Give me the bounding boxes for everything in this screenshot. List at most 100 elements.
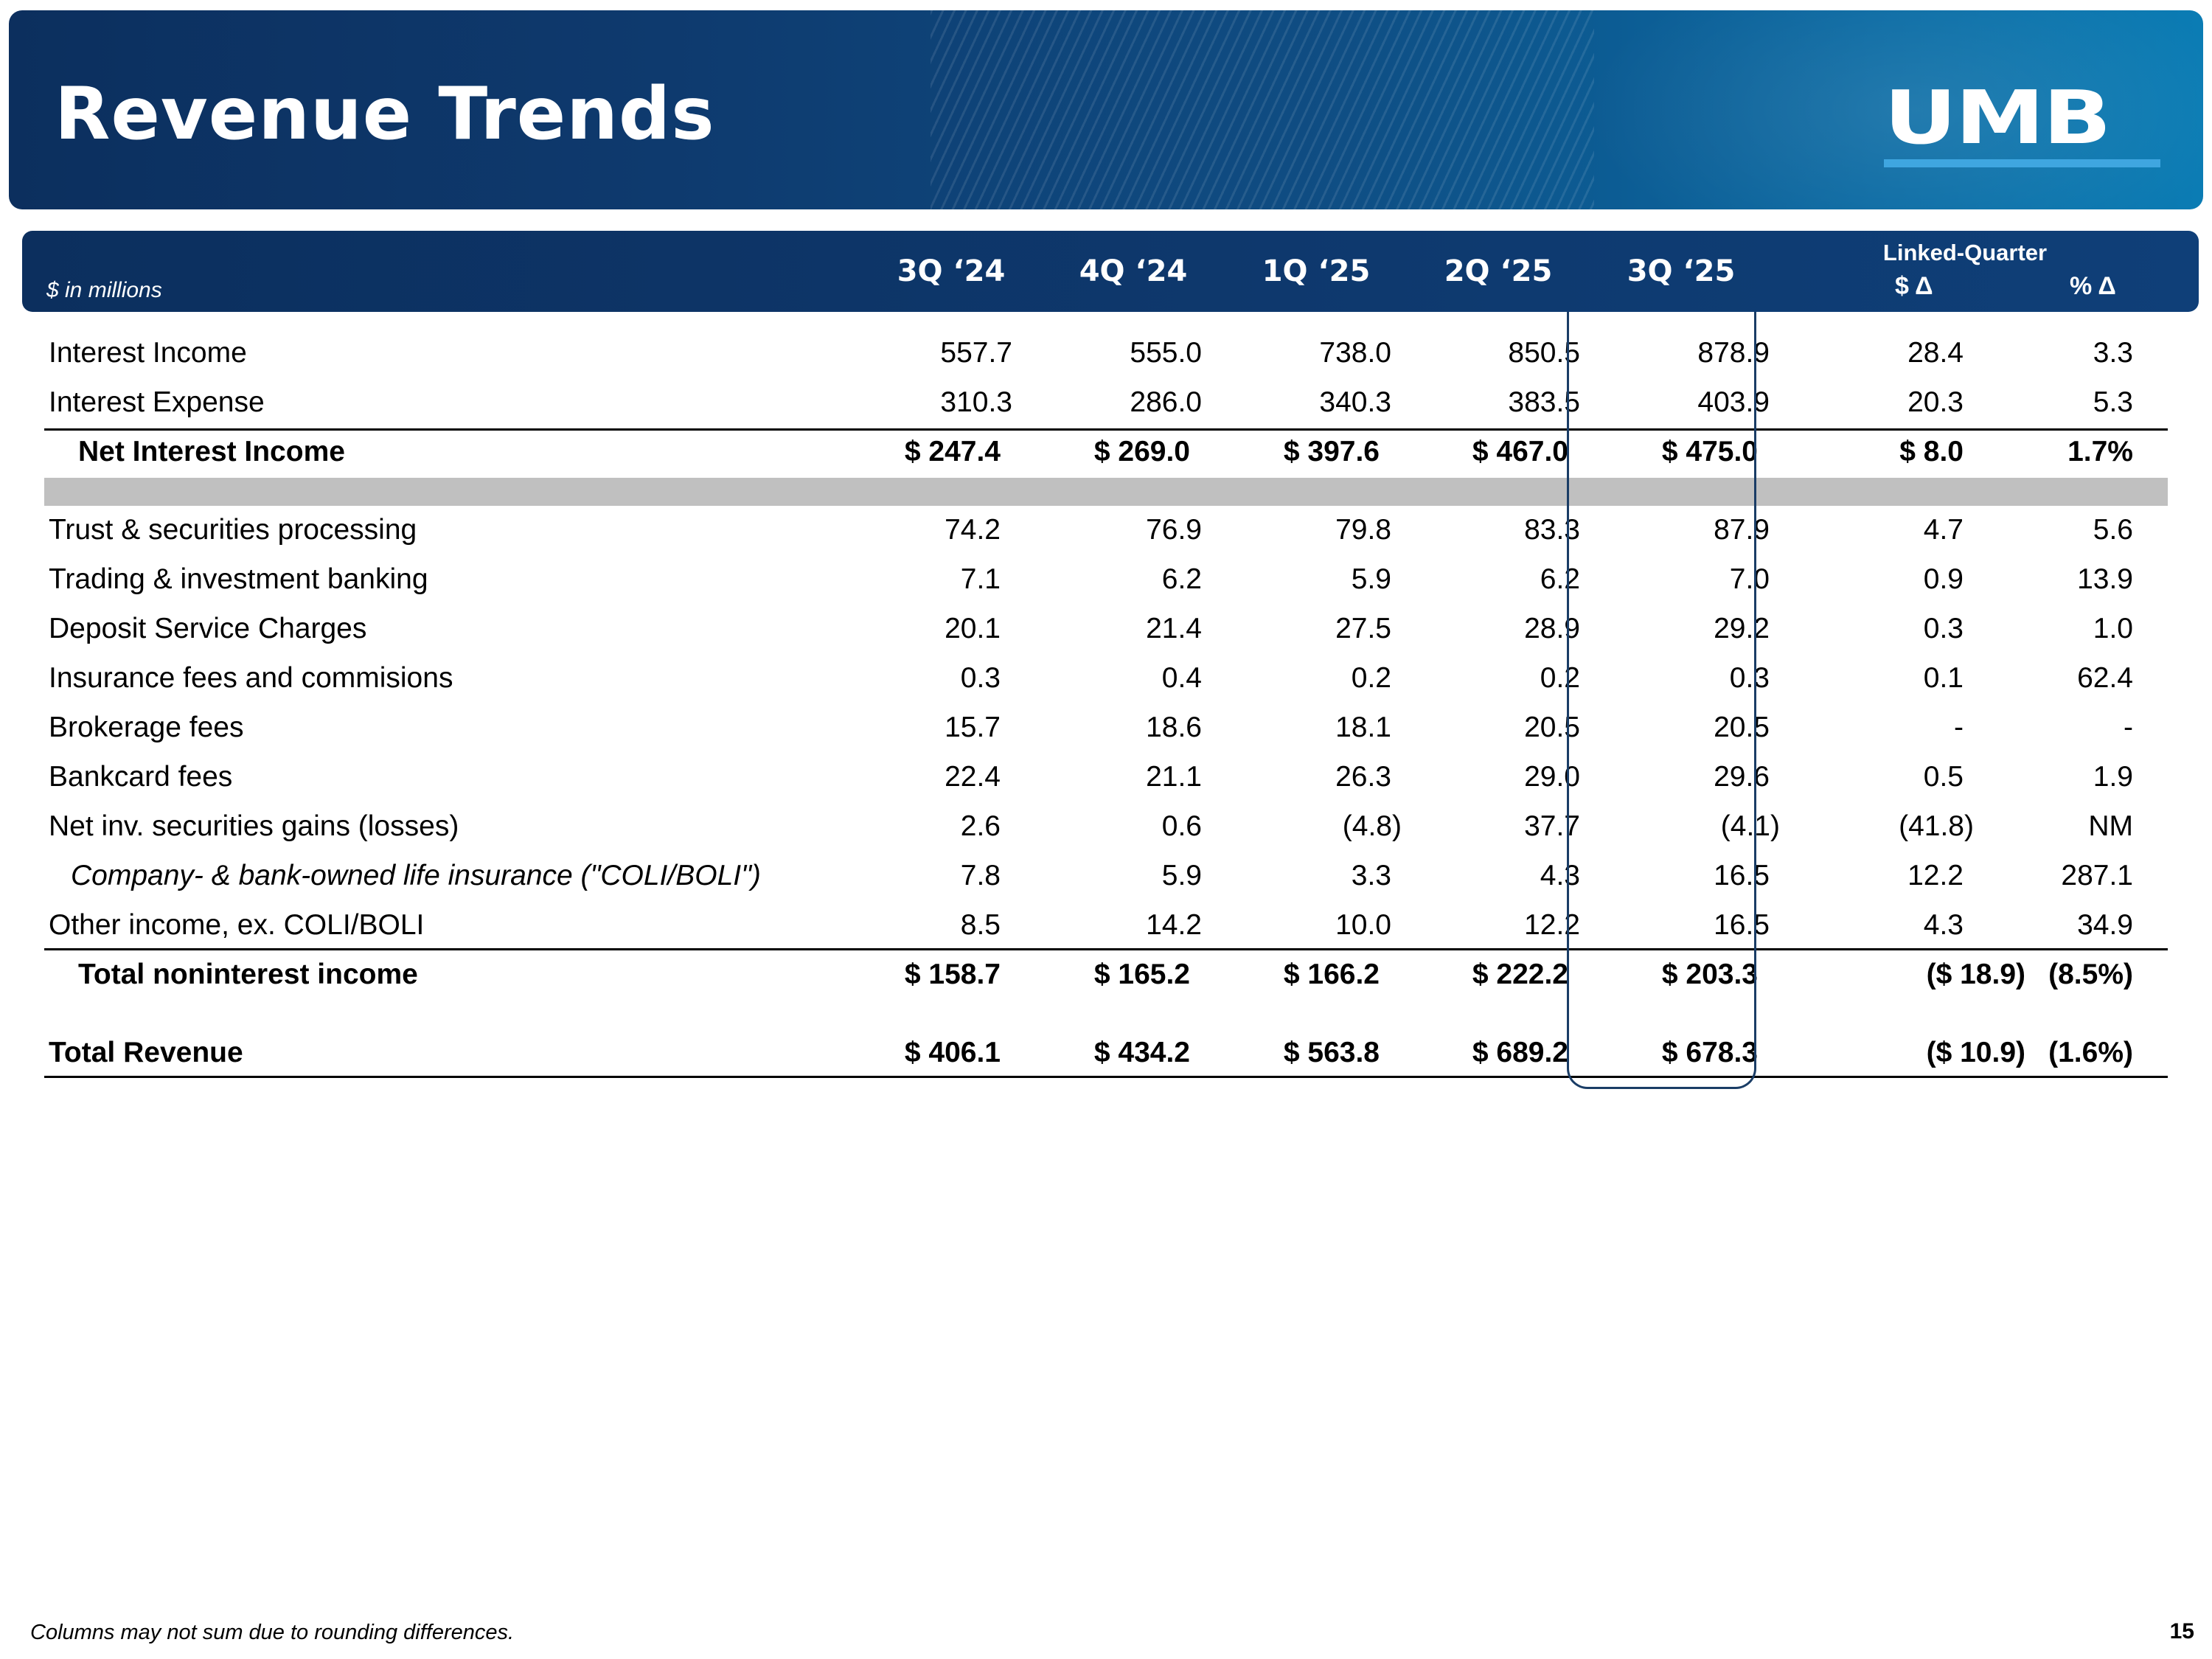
cell: 340.3 <box>1319 386 1391 418</box>
cell: $ 8.0 <box>1899 436 1964 467</box>
cell: 0.6 <box>1161 810 1202 842</box>
cell: 87.9 <box>1714 514 1770 546</box>
cell: 0.4 <box>1161 662 1202 694</box>
table-row: Bankcard fees 22.4 21.1 26.3 29.0 29.6 0… <box>44 755 2168 804</box>
cell: (1.6%) <box>2048 1037 2133 1068</box>
cell: ($ 18.9) <box>1926 959 2025 990</box>
cell: $ 222.2 <box>1472 959 1568 990</box>
rule-above-net-interest <box>44 428 2168 431</box>
table-row: Net inv. securities gains (losses) 2.6 0… <box>44 804 2168 853</box>
table-row: Interest Income 557.7 555.0 738.0 850.5 … <box>44 331 2168 380</box>
cell: 12.2 <box>1524 909 1580 941</box>
cell: 0.3 <box>1923 613 1964 644</box>
percent-change-header: % Δ <box>2070 272 2116 300</box>
cell: $ 406.1 <box>904 1037 1001 1068</box>
banner-sheen <box>1584 10 2203 209</box>
title-banner: Revenue Trends UMB <box>9 10 2203 209</box>
cell: 15.7 <box>945 712 1001 743</box>
cell: 0.1 <box>1923 662 1964 694</box>
column-header: 3Q ‘25 <box>1627 254 1736 288</box>
cell: $ 678.3 <box>1661 1037 1758 1068</box>
linked-quarter-header: Linked-Quarter <box>1882 240 2048 265</box>
row-label: Net Interest Income <box>78 436 345 467</box>
cell: (41.8) <box>1899 810 1974 842</box>
cell: $ 397.6 <box>1283 436 1380 467</box>
cell: $ 563.8 <box>1283 1037 1380 1068</box>
row-label: Trading & investment banking <box>49 563 428 595</box>
cell: 0.9 <box>1923 563 1964 595</box>
table-row: Interest Expense 310.3 286.0 340.3 383.5… <box>44 380 2168 429</box>
row-label: Bankcard fees <box>49 761 233 793</box>
cell: 21.4 <box>1146 613 1202 644</box>
column-header: 2Q ‘25 <box>1444 254 1553 288</box>
cell: 0.5 <box>1923 761 1964 793</box>
cell: 5.6 <box>2093 514 2133 546</box>
cell: 287.1 <box>2061 860 2133 891</box>
cell: 0.2 <box>1351 662 1391 694</box>
cell: 7.0 <box>1729 563 1770 595</box>
cell: 12.2 <box>1907 860 1964 891</box>
cell: 29.0 <box>1524 761 1580 793</box>
row-label: Interest Income <box>49 337 247 369</box>
section-separator <box>44 478 2168 506</box>
cell: 555.0 <box>1130 337 1202 369</box>
cell: 28.4 <box>1907 337 1964 369</box>
table-row: Trading & investment banking 7.1 6.2 5.9… <box>44 557 2168 606</box>
cell: 850.5 <box>1508 337 1580 369</box>
cell: 79.8 <box>1335 514 1391 546</box>
cell: 74.2 <box>945 514 1001 546</box>
cell: 0.3 <box>1729 662 1770 694</box>
cell: 34.9 <box>2077 909 2133 941</box>
footnote: Columns may not sum due to rounding diff… <box>30 1621 515 1644</box>
cell: 13.9 <box>2077 563 2133 595</box>
logo-text: UMB <box>1884 74 2112 161</box>
cell: 76.9 <box>1146 514 1202 546</box>
cell: $ 434.2 <box>1093 1037 1190 1068</box>
cell: 27.5 <box>1335 613 1391 644</box>
cell: 1.7% <box>2067 436 2133 467</box>
cell: 3.3 <box>1351 860 1391 891</box>
cell: 29.6 <box>1714 761 1770 793</box>
units-label: $ in millions <box>46 278 162 302</box>
cell: 37.7 <box>1524 810 1580 842</box>
row-label: Total noninterest income <box>78 959 418 990</box>
cell: 738.0 <box>1319 337 1391 369</box>
cell: 29.2 <box>1714 613 1770 644</box>
cell: 83.3 <box>1524 514 1580 546</box>
cell: 3.3 <box>2093 337 2133 369</box>
cell: 4.7 <box>1923 514 1964 546</box>
cell: $ 165.2 <box>1093 959 1190 990</box>
cell: 878.9 <box>1697 337 1770 369</box>
cell: 6.2 <box>1540 563 1580 595</box>
table-row-net-interest-income: Net Interest Income $ 247.4 $ 269.0 $ 39… <box>44 430 2168 479</box>
cell: 22.4 <box>945 761 1001 793</box>
table-row-total-noninterest-income: Total noninterest income $ 158.7 $ 165.2… <box>44 953 2168 1001</box>
cell: 7.1 <box>960 563 1001 595</box>
cell: 8.5 <box>960 909 1001 941</box>
cell: 4.3 <box>1923 909 1964 941</box>
cell: $ 689.2 <box>1472 1037 1568 1068</box>
rule-below-total-revenue <box>44 1076 2168 1078</box>
row-label: Trust & securities processing <box>49 514 417 546</box>
row-label: Deposit Service Charges <box>49 613 367 644</box>
cell: - <box>2124 712 2133 743</box>
cell: 1.0 <box>2093 613 2133 644</box>
cell: 286.0 <box>1130 386 1202 418</box>
cell: 4.3 <box>1540 860 1580 891</box>
cell: $ 247.4 <box>904 436 1001 467</box>
cell: - <box>1954 712 1964 743</box>
cell: 18.1 <box>1335 712 1391 743</box>
cell: 557.7 <box>940 337 1012 369</box>
cell: $ 467.0 <box>1472 436 1568 467</box>
table-row: Brokerage fees 15.7 18.6 18.1 20.5 20.5 … <box>44 706 2168 754</box>
banner-pattern <box>931 10 1594 209</box>
cell: 18.6 <box>1146 712 1202 743</box>
cell: 7.8 <box>960 860 1001 891</box>
table-row: Other income, ex. COLI/BOLI 8.5 14.2 10.… <box>44 903 2168 952</box>
column-header: 4Q ‘24 <box>1079 254 1188 288</box>
cell: 0.2 <box>1540 662 1580 694</box>
column-header: 1Q ‘25 <box>1262 254 1371 288</box>
cell: $ 203.3 <box>1661 959 1758 990</box>
table-header: $ in millions 3Q ‘24 4Q ‘24 1Q ‘25 2Q ‘2… <box>22 231 2199 312</box>
cell: 20.3 <box>1907 386 1964 418</box>
